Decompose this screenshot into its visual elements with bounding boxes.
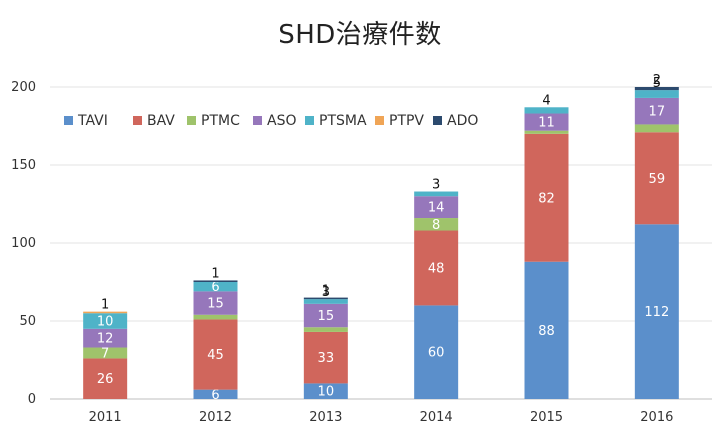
- bar-segment-bav: [414, 230, 459, 306]
- bar-segment-tavi: [303, 383, 348, 399]
- data-label: 3: [432, 178, 440, 193]
- legend-swatch: [253, 116, 262, 125]
- bar-segment-tavi: [634, 224, 679, 399]
- legend-swatch: [187, 116, 196, 125]
- data-label: 5: [653, 76, 661, 91]
- y-tick-label: 100: [11, 236, 36, 251]
- data-label: 60: [428, 346, 445, 361]
- data-label: 10: [318, 385, 335, 400]
- y-tick-label: 150: [11, 158, 36, 173]
- bar-segment-ptmc: [414, 218, 459, 231]
- data-label: 17: [649, 105, 666, 120]
- legend-label: ADO: [447, 113, 478, 129]
- y-tick-label: 50: [19, 314, 36, 329]
- bar-segment-tavi: [193, 389, 238, 399]
- data-label: 45: [207, 348, 224, 363]
- bar-segment-bav: [634, 132, 679, 225]
- data-label: 48: [428, 261, 445, 276]
- legend-label: BAV: [147, 113, 175, 129]
- bar-segment-ptmc: [634, 124, 679, 133]
- bar-segment-aso: [303, 303, 348, 328]
- data-label: 2: [653, 73, 661, 88]
- bar-segment-ptmc: [524, 130, 569, 134]
- data-label: 7: [101, 346, 109, 361]
- bar-segment-ptmc: [193, 314, 238, 320]
- data-label: 33: [318, 351, 335, 366]
- legend-swatch: [133, 116, 142, 125]
- legend-label: ASO: [267, 113, 296, 129]
- bar-segment-ado: [193, 280, 238, 282]
- data-label: 1: [211, 266, 219, 281]
- bar-segment-ptmc: [83, 347, 128, 359]
- bar-segment-ptsma: [414, 191, 459, 197]
- data-label: 82: [538, 191, 555, 206]
- data-label: 1: [322, 284, 330, 299]
- bar-segment-ptsma: [193, 282, 238, 292]
- data-label: 1: [101, 298, 109, 313]
- bar-segment-ptmc: [303, 327, 348, 332]
- x-tick-label: 2016: [640, 410, 673, 425]
- bar-segment-ptsma: [524, 107, 569, 114]
- data-label: 8: [432, 218, 440, 233]
- bar-segment-ptpv: [83, 311, 128, 314]
- data-label: 15: [318, 309, 335, 324]
- bar-segment-ptsma: [83, 313, 128, 329]
- data-label: 12: [97, 332, 114, 347]
- data-label: 88: [538, 324, 555, 339]
- y-tick-label: 200: [11, 80, 36, 95]
- bar-segment-tavi: [524, 261, 569, 399]
- legend-label: PTSMA: [319, 113, 367, 129]
- x-tick-label: 2013: [309, 410, 342, 425]
- x-tick-label: 2014: [420, 410, 453, 425]
- legend-label: TAVI: [77, 113, 108, 129]
- data-label: 3: [322, 285, 330, 300]
- bar-segment-ptsma: [634, 90, 679, 98]
- bar-segment-aso: [193, 291, 238, 315]
- data-label: 15: [207, 297, 224, 312]
- data-label: 4: [542, 93, 550, 108]
- data-label: 59: [649, 172, 666, 187]
- data-label: 10: [97, 315, 114, 330]
- legend-swatch: [305, 116, 314, 125]
- bar-segment-bav: [83, 358, 128, 399]
- bar-segment-ado: [303, 297, 348, 300]
- bar-segment-bav: [524, 133, 569, 262]
- data-label: 26: [97, 372, 114, 387]
- data-label: 112: [644, 305, 669, 320]
- data-label: 14: [428, 201, 445, 216]
- legend-swatch: [433, 116, 442, 125]
- legend-swatch: [64, 116, 73, 125]
- data-label: 6: [211, 388, 219, 403]
- bar-segment-tavi: [414, 305, 459, 399]
- data-label: 11: [538, 116, 555, 131]
- bar-segment-aso: [524, 113, 569, 131]
- bar-segment-bav: [303, 331, 348, 384]
- x-tick-label: 2011: [89, 410, 122, 425]
- x-tick-label: 2012: [199, 410, 232, 425]
- data-label: 6: [211, 280, 219, 295]
- y-tick-label: 0: [28, 392, 36, 407]
- bar-segment-aso: [83, 328, 128, 348]
- legend-label: PTMC: [201, 113, 240, 129]
- bar-segment-aso: [414, 196, 459, 219]
- legend-swatch: [375, 116, 384, 125]
- bar-segment-ado: [634, 87, 679, 91]
- bar-segment-bav: [193, 319, 238, 390]
- x-tick-label: 2015: [530, 410, 563, 425]
- bar-segment-ptsma: [303, 299, 348, 304]
- chart-title: SHD治療件数: [278, 20, 442, 50]
- bar-segment-aso: [634, 97, 679, 125]
- legend-label: PTPV: [389, 113, 424, 129]
